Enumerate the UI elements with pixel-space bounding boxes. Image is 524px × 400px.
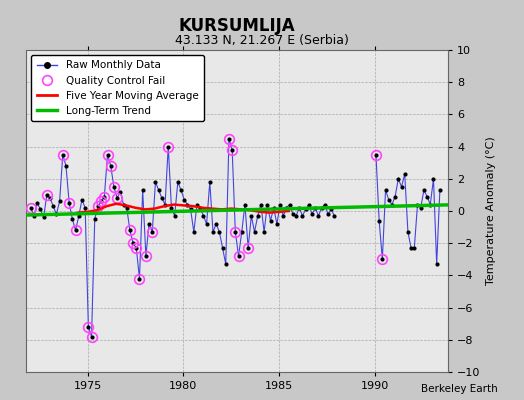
Text: 43.133 N, 21.267 E (Serbia): 43.133 N, 21.267 E (Serbia)	[175, 34, 349, 47]
Legend: Raw Monthly Data, Quality Control Fail, Five Year Moving Average, Long-Term Tren: Raw Monthly Data, Quality Control Fail, …	[31, 55, 204, 121]
Title: KURSUMLIJA: KURSUMLIJA	[179, 16, 296, 34]
Text: Berkeley Earth: Berkeley Earth	[421, 384, 498, 394]
Y-axis label: Temperature Anomaly (°C): Temperature Anomaly (°C)	[486, 137, 496, 285]
